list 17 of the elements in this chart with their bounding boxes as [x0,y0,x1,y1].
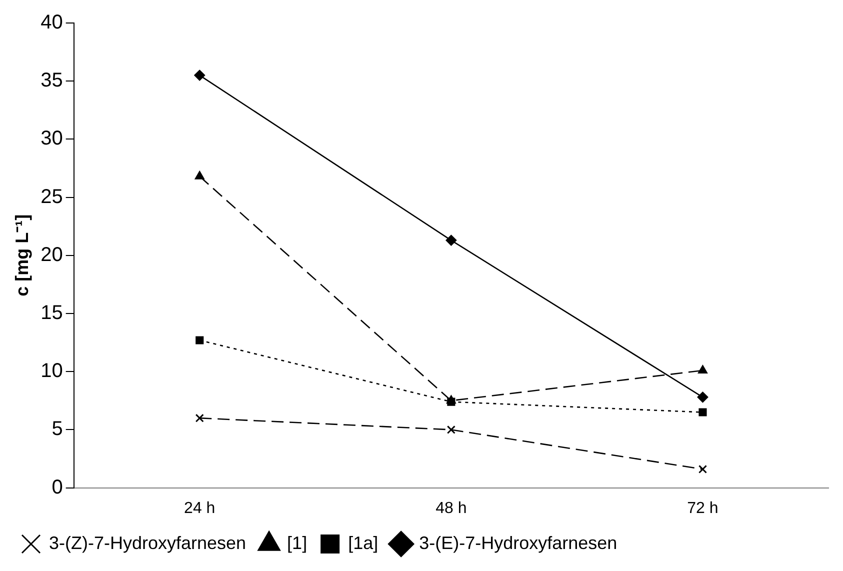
y-tick-label: 30 [40,128,63,150]
legend-label: 3-(E)-7-Hydroxyfarnesen [419,532,618,553]
y-tick-label: 10 [40,360,63,382]
y-tick-label: 15 [40,302,63,324]
x-tick-label: 72 h [687,500,718,517]
y-axis-title: c [mg L⁻¹] [12,214,32,296]
y-tick-label: 25 [40,186,63,208]
y-tick-label: 35 [40,70,63,92]
y-tick-label: 20 [40,244,63,266]
y-tick-label: 0 [52,476,63,498]
legend-label: 3-(Z)-7-Hydroxyfarnesen [49,532,246,553]
x-tick-label: 48 h [436,500,467,517]
y-tick-label: 5 [52,418,63,440]
legend-label: [1] [287,532,308,553]
y-tick-label: 40 [40,12,63,34]
legend-label: [1a] [348,532,378,553]
x-tick-label: 24 h [184,500,216,517]
